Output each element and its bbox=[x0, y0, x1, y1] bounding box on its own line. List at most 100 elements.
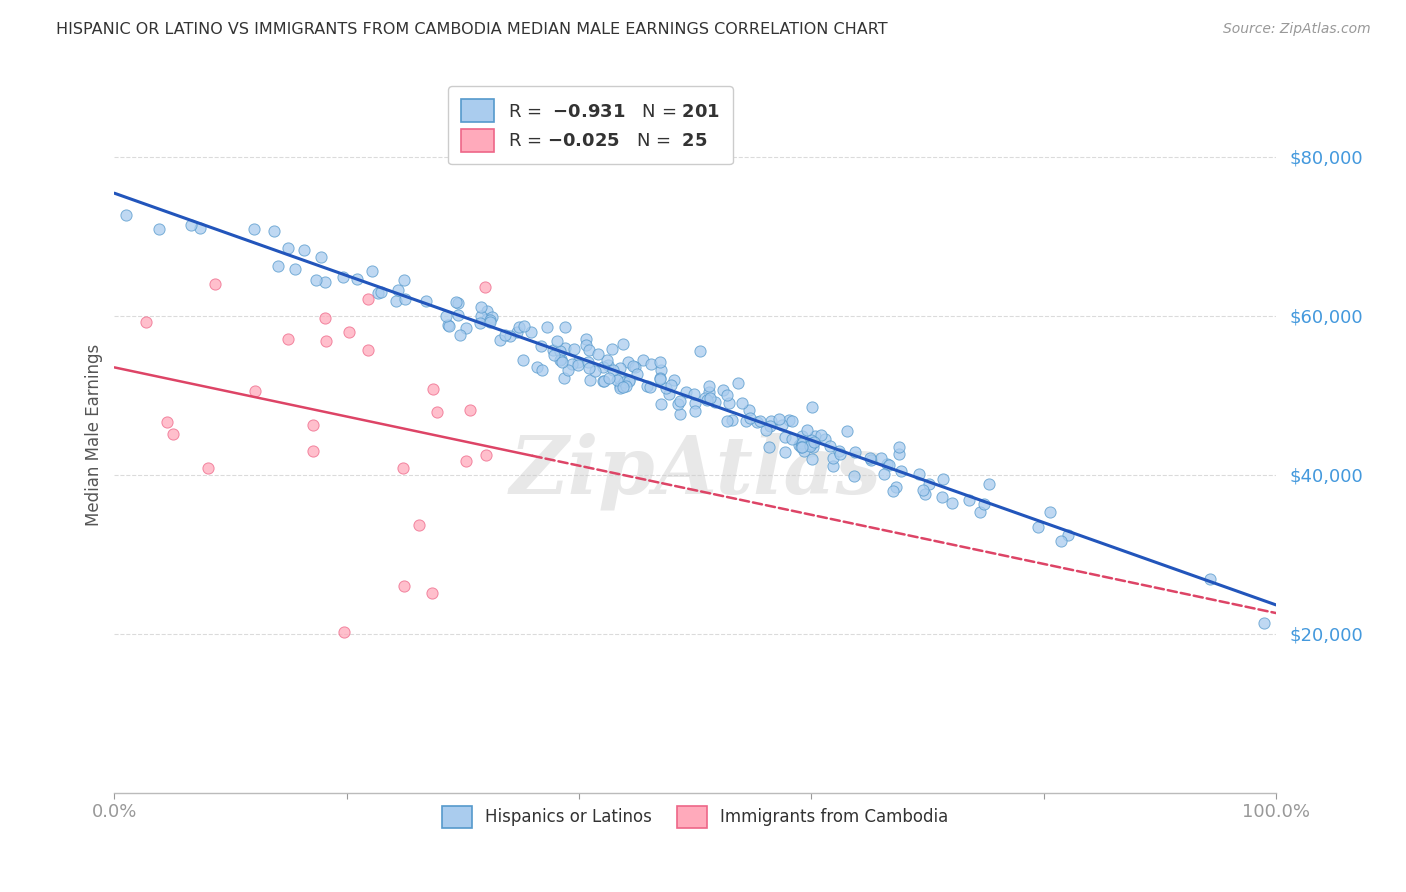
Point bbox=[745, 415, 768, 429]
Point bbox=[659, 377, 682, 392]
Point bbox=[613, 376, 636, 390]
Point bbox=[478, 313, 501, 327]
Point bbox=[703, 395, 725, 409]
Point bbox=[801, 452, 824, 467]
Point bbox=[309, 250, 332, 264]
Point bbox=[1038, 505, 1060, 519]
Point bbox=[617, 374, 640, 388]
Point bbox=[640, 357, 662, 371]
Point bbox=[882, 484, 904, 499]
Point bbox=[778, 413, 800, 427]
Point bbox=[696, 393, 718, 408]
Point bbox=[759, 419, 782, 434]
Point bbox=[890, 464, 912, 478]
Point bbox=[699, 384, 721, 399]
Point bbox=[575, 333, 598, 347]
Point bbox=[859, 451, 882, 466]
Point bbox=[592, 374, 614, 388]
Point bbox=[716, 388, 738, 402]
Point bbox=[578, 343, 600, 357]
Point bbox=[979, 476, 1001, 491]
Point bbox=[499, 329, 522, 343]
Point bbox=[420, 586, 443, 600]
Point bbox=[886, 479, 908, 493]
Point bbox=[392, 461, 415, 475]
Point bbox=[156, 415, 179, 429]
Point bbox=[598, 371, 620, 385]
Point bbox=[470, 316, 492, 330]
Point bbox=[870, 450, 893, 465]
Point bbox=[973, 497, 995, 511]
Point bbox=[387, 284, 409, 298]
Point bbox=[621, 359, 644, 374]
Point bbox=[658, 387, 681, 401]
Point bbox=[624, 360, 647, 375]
Point bbox=[633, 353, 655, 368]
Point bbox=[761, 414, 783, 428]
Point bbox=[600, 342, 623, 356]
Point bbox=[626, 367, 648, 381]
Point bbox=[314, 276, 336, 290]
Point bbox=[548, 352, 571, 367]
Point bbox=[470, 309, 492, 323]
Point bbox=[162, 426, 184, 441]
Point bbox=[593, 374, 616, 388]
Point bbox=[437, 318, 460, 333]
Point bbox=[543, 349, 565, 363]
Point bbox=[305, 272, 328, 286]
Point bbox=[607, 371, 630, 385]
Text: HISPANIC OR LATINO VS IMMIGRANTS FROM CAMBODIA MEDIAN MALE EARNINGS CORRELATION : HISPANIC OR LATINO VS IMMIGRANTS FROM CA… bbox=[56, 22, 887, 37]
Point bbox=[530, 339, 553, 353]
Point bbox=[828, 447, 851, 461]
Point bbox=[918, 476, 941, 491]
Point bbox=[617, 355, 640, 369]
Point bbox=[1028, 519, 1050, 533]
Point bbox=[887, 440, 910, 454]
Point bbox=[799, 439, 821, 453]
Point bbox=[773, 445, 796, 459]
Point bbox=[617, 372, 640, 386]
Point bbox=[367, 285, 389, 300]
Point bbox=[583, 364, 606, 378]
Point bbox=[823, 451, 845, 466]
Point bbox=[357, 292, 380, 306]
Point bbox=[650, 372, 672, 386]
Point bbox=[135, 315, 157, 329]
Point bbox=[550, 344, 572, 359]
Point bbox=[415, 293, 437, 308]
Point bbox=[292, 243, 315, 257]
Point bbox=[717, 396, 740, 410]
Point bbox=[557, 362, 579, 376]
Point bbox=[454, 320, 477, 334]
Point bbox=[606, 373, 628, 387]
Point bbox=[614, 379, 637, 393]
Point bbox=[801, 441, 824, 455]
Point bbox=[699, 379, 721, 393]
Point bbox=[546, 334, 568, 348]
Point bbox=[800, 437, 823, 451]
Point bbox=[734, 414, 756, 428]
Point bbox=[755, 423, 778, 437]
Point bbox=[508, 319, 530, 334]
Point bbox=[669, 407, 692, 421]
Point bbox=[842, 469, 865, 483]
Point bbox=[263, 224, 285, 238]
Point bbox=[302, 444, 325, 458]
Point bbox=[609, 360, 631, 375]
Point bbox=[302, 418, 325, 433]
Point bbox=[426, 405, 449, 419]
Point bbox=[731, 395, 754, 409]
Point bbox=[770, 418, 793, 433]
Point bbox=[638, 380, 661, 394]
Point bbox=[790, 436, 813, 450]
Point bbox=[609, 381, 631, 395]
Point bbox=[526, 360, 548, 375]
Point bbox=[1049, 534, 1071, 549]
Point bbox=[360, 264, 382, 278]
Point bbox=[512, 319, 534, 334]
Point bbox=[434, 309, 457, 323]
Point bbox=[332, 270, 354, 285]
Point bbox=[408, 517, 430, 532]
Point bbox=[333, 625, 356, 640]
Point bbox=[392, 579, 415, 593]
